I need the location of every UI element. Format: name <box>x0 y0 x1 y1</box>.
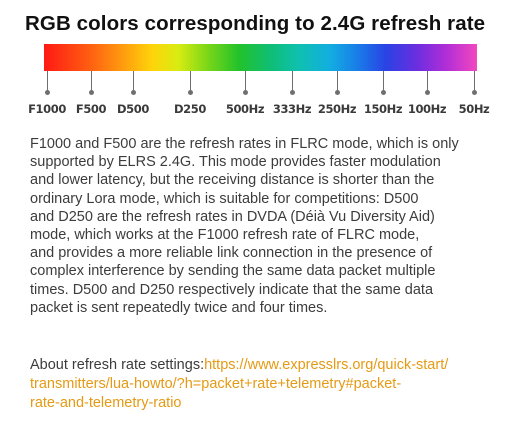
description-line: and lower latency, but the receiving dis… <box>30 172 435 189</box>
rate-label-250hz: 250Hz <box>317 102 357 116</box>
settings-link-url-part-1[interactable]: https://www.expresslrs.org/quick-start/ <box>204 357 449 373</box>
rate-label-333hz: 333Hz <box>272 102 312 116</box>
rate-label-d250: D250 <box>174 102 206 116</box>
rgb-spectrum-bar <box>44 44 477 71</box>
description-line: and D250 are the refresh rates in DVDA (… <box>30 208 435 225</box>
settings-link-label: About refresh rate settings: <box>30 357 205 373</box>
description-line: supported by ELRS 2.4G. This mode provid… <box>30 154 441 171</box>
rate-label-d500: D500 <box>117 102 149 116</box>
rate-label-500hz: 500Hz <box>225 102 265 116</box>
rate-label-150hz: 150Hz <box>363 102 403 116</box>
description-paragraph: F1000 and F500 are the refresh rates in … <box>30 135 508 317</box>
description-line: packet is sent repeatedly twice and four… <box>30 299 328 316</box>
settings-link-url-part-2[interactable]: transmitters/lua-howto/?h=packet+rate+te… <box>30 376 402 392</box>
rate-label-50hz: 50Hz <box>458 102 490 116</box>
rate-label-100hz: 100Hz <box>407 102 447 116</box>
description-line: complex interference by sending the same… <box>30 263 436 280</box>
page-title: RGB colors corresponding to 2.4G refresh… <box>25 12 486 35</box>
refresh-rate-ticks <box>0 71 514 111</box>
rate-label-f500: F500 <box>75 102 107 116</box>
description-line: times. D500 and D250 respectively indica… <box>30 281 434 298</box>
refresh-rate-settings-note: About refresh rate settings:https://www.… <box>30 356 510 413</box>
description-line: ordinary Lora mode, which is suitable fo… <box>30 190 419 207</box>
description-line: mode, which works at the F1000 refresh r… <box>30 227 420 244</box>
rate-label-f1000: F1000 <box>28 102 66 116</box>
description-line: F1000 and F500 are the refresh rates in … <box>30 136 459 152</box>
description-line: and provides a more reliable link connec… <box>30 245 433 262</box>
settings-link-url-part-3[interactable]: rate-and-telemetry-ratio <box>30 395 182 411</box>
